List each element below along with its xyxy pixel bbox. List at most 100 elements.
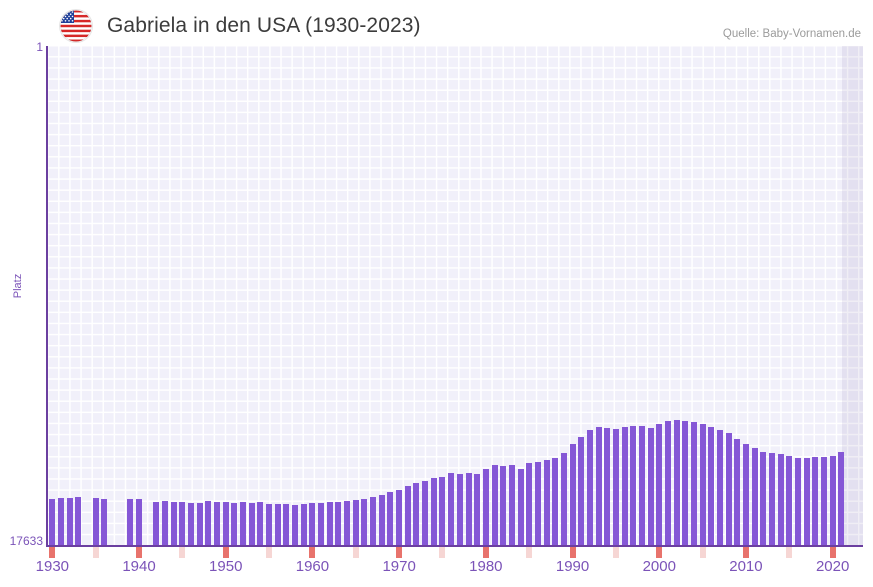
bar[interactable] <box>604 427 611 546</box>
bar[interactable] <box>768 452 775 546</box>
bar[interactable] <box>647 427 654 546</box>
x-axis-tick-label: 1960 <box>295 558 330 575</box>
bar[interactable] <box>482 468 489 546</box>
bar[interactable] <box>534 462 541 546</box>
x-tick-major <box>742 547 749 558</box>
bar[interactable] <box>222 502 229 546</box>
x-tick-major <box>309 547 316 558</box>
bar[interactable] <box>361 499 368 546</box>
bar[interactable] <box>820 456 827 546</box>
bar[interactable] <box>465 473 472 546</box>
bar[interactable] <box>283 503 290 546</box>
bar[interactable] <box>75 497 82 546</box>
bar[interactable] <box>630 426 637 546</box>
bar[interactable] <box>396 490 403 546</box>
bar[interactable] <box>422 481 429 546</box>
bar[interactable] <box>673 419 680 546</box>
chart-title: Gabriela in den USA (1930-2023) <box>107 14 421 37</box>
bar[interactable] <box>448 473 455 546</box>
bar[interactable] <box>292 504 299 546</box>
bar[interactable] <box>456 473 463 546</box>
bar[interactable] <box>413 482 420 546</box>
bar[interactable] <box>248 502 255 546</box>
bar[interactable] <box>231 502 238 546</box>
x-axis-tick-label: 1990 <box>555 558 590 575</box>
bar[interactable] <box>66 497 73 546</box>
bar[interactable] <box>162 500 169 546</box>
bar[interactable] <box>92 497 99 546</box>
bar[interactable] <box>309 502 316 546</box>
bar[interactable] <box>812 457 819 546</box>
bar[interactable] <box>656 424 663 546</box>
bar[interactable] <box>500 466 507 546</box>
bar[interactable] <box>404 485 411 546</box>
x-tick-minor <box>92 547 99 558</box>
bar[interactable] <box>49 499 56 546</box>
bar[interactable] <box>439 476 446 546</box>
bar[interactable] <box>344 500 351 546</box>
bar[interactable] <box>370 497 377 546</box>
x-tick-minor <box>352 547 359 558</box>
bar[interactable] <box>578 436 585 546</box>
x-axis-tick-label: 2020 <box>815 558 850 575</box>
bar[interactable] <box>274 504 281 546</box>
bar[interactable] <box>326 501 333 546</box>
bar[interactable] <box>179 502 186 546</box>
bar[interactable] <box>690 421 697 546</box>
bar[interactable] <box>526 463 533 546</box>
bar[interactable] <box>638 425 645 546</box>
bar[interactable] <box>716 429 723 546</box>
bar[interactable] <box>682 421 689 546</box>
bar[interactable] <box>621 426 628 546</box>
bar[interactable] <box>430 478 437 546</box>
bar[interactable] <box>491 465 498 546</box>
bar[interactable] <box>838 451 845 546</box>
bar[interactable] <box>569 444 576 546</box>
bar[interactable] <box>786 456 793 546</box>
bar[interactable] <box>517 468 524 546</box>
bar[interactable] <box>829 456 836 546</box>
bar[interactable] <box>335 502 342 546</box>
bar[interactable] <box>214 501 221 546</box>
bar[interactable] <box>742 444 749 546</box>
bar[interactable] <box>803 458 810 546</box>
bar[interactable] <box>560 452 567 546</box>
bar[interactable] <box>136 499 143 546</box>
bar[interactable] <box>586 430 593 546</box>
bar[interactable] <box>474 473 481 546</box>
bar[interactable] <box>612 429 619 546</box>
bar[interactable] <box>170 502 177 546</box>
bar[interactable] <box>751 448 758 546</box>
x-tick-major <box>656 547 663 558</box>
bar[interactable] <box>352 500 359 546</box>
bar[interactable] <box>196 502 203 546</box>
bar[interactable] <box>387 492 394 546</box>
bar[interactable] <box>101 498 108 546</box>
bar[interactable] <box>58 497 64 546</box>
bar[interactable] <box>595 427 602 546</box>
bar[interactable] <box>378 495 385 546</box>
bar[interactable] <box>318 502 325 546</box>
bar[interactable] <box>725 433 732 546</box>
bar[interactable] <box>257 501 264 546</box>
bar[interactable] <box>543 460 550 546</box>
us-flag-icon <box>60 10 92 42</box>
bar[interactable] <box>699 423 706 546</box>
bar[interactable] <box>266 504 273 546</box>
bar[interactable] <box>552 458 559 546</box>
bar[interactable] <box>734 439 741 546</box>
bar[interactable] <box>777 453 784 546</box>
bar[interactable] <box>760 451 767 546</box>
bar[interactable] <box>240 502 247 546</box>
bar[interactable] <box>205 501 212 546</box>
bar[interactable] <box>664 421 671 546</box>
bar[interactable] <box>188 502 195 546</box>
bar[interactable] <box>127 498 134 546</box>
bar[interactable] <box>794 457 801 546</box>
bar[interactable] <box>153 501 160 546</box>
bar[interactable] <box>508 465 515 546</box>
x-axis-tick-label: 2000 <box>642 558 676 575</box>
bar[interactable] <box>300 504 307 546</box>
x-tick-major <box>482 547 489 558</box>
bar[interactable] <box>708 426 715 546</box>
